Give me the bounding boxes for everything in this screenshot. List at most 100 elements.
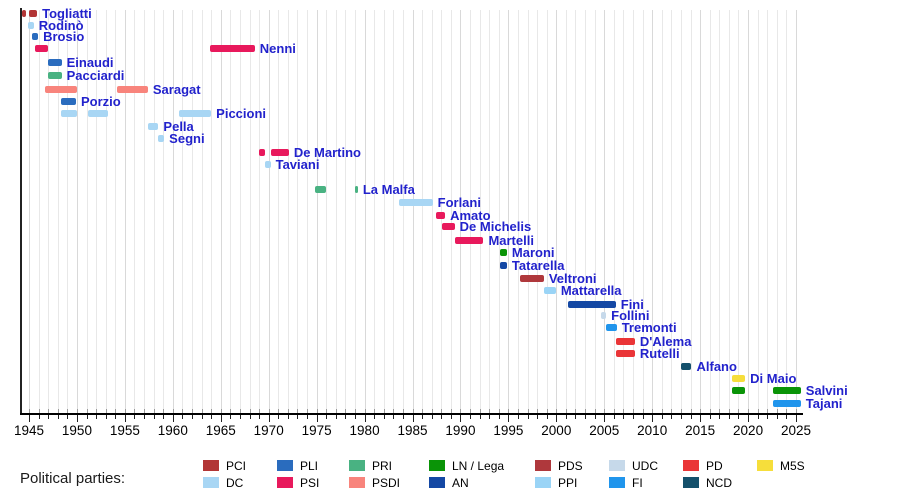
- axis-tick-inner: [527, 409, 529, 413]
- legend-swatch-fi: [609, 477, 625, 488]
- person-label-salvini[interactable]: Salvini: [805, 383, 848, 398]
- gridline: [422, 10, 424, 413]
- term-bar-martelli: [454, 236, 484, 244]
- axis-tick: [96, 415, 98, 419]
- legend-label-fi: FI: [632, 476, 643, 490]
- term-bar-follini: [601, 312, 607, 320]
- axis-tick: [48, 415, 50, 419]
- person-label-tatarella[interactable]: Tatarella: [511, 258, 565, 274]
- axis-tick-inner: [556, 409, 558, 413]
- axis-tick-inner: [498, 409, 500, 413]
- gridline: [287, 10, 289, 413]
- person-label-pacciardi[interactable]: Pacciardi: [66, 67, 125, 83]
- gridline: [623, 10, 625, 413]
- axis-tick-inner: [29, 409, 30, 413]
- term-bar-togliatti: [29, 10, 38, 17]
- person-label-follini[interactable]: Follini: [611, 308, 650, 324]
- gridline: [354, 10, 356, 413]
- person-label-alfano[interactable]: Alfano: [696, 358, 737, 374]
- person-label-de-martino[interactable]: De Martino: [293, 145, 361, 161]
- axis-tick: [163, 415, 165, 419]
- axis-tick: [422, 415, 424, 419]
- person-label-maroni[interactable]: Maroni: [511, 245, 555, 261]
- gridline: [153, 10, 155, 413]
- axis-tick: [767, 415, 769, 419]
- person-label-rodin[interactable]: Rodinò: [38, 17, 84, 33]
- axis-tick: [594, 415, 596, 419]
- axis-tick-inner: [239, 409, 241, 413]
- legend-swatch-dc: [203, 477, 219, 488]
- axis-tick: [105, 415, 107, 419]
- axis-tick: [556, 415, 558, 422]
- axis-tick-inner: [441, 409, 443, 413]
- gridline: [441, 10, 443, 413]
- legend-swatch-pri: [349, 460, 365, 471]
- axis-tick: [383, 415, 385, 419]
- gridline: [182, 10, 184, 413]
- gridline: [76, 10, 78, 413]
- gridline: [517, 10, 519, 413]
- term-bar-de-martino: [270, 149, 289, 157]
- axis-tick-inner: [700, 409, 702, 413]
- axis-tick: [57, 415, 59, 419]
- person-label-rutelli[interactable]: Rutelli: [639, 346, 680, 361]
- year-tick-label: 1990: [445, 423, 476, 438]
- gridline: [374, 10, 376, 413]
- gridline: [124, 10, 126, 413]
- person-label-di-maio[interactable]: Di Maio: [750, 370, 797, 386]
- person-label-d-alema[interactable]: D'Alema: [639, 333, 692, 349]
- person-label-veltroni[interactable]: Veltroni: [548, 271, 597, 286]
- gridline: [431, 10, 433, 413]
- person-label-mattarella[interactable]: Mattarella: [560, 282, 622, 298]
- person-label-fini[interactable]: Fini: [620, 297, 644, 312]
- axis-tick-inner: [422, 409, 424, 413]
- axis-tick-inner: [517, 409, 519, 413]
- person-label-nenni[interactable]: Nenni: [259, 40, 296, 56]
- axis-tick-inner: [201, 409, 203, 413]
- person-label-forlani[interactable]: Forlani: [437, 195, 481, 211]
- term-bar-tatarella: [499, 262, 507, 270]
- person-label-amato[interactable]: Amato: [450, 207, 491, 223]
- person-label-brosio[interactable]: Brosio: [43, 29, 85, 44]
- axis-tick-inner: [182, 409, 184, 413]
- person-label-taviani[interactable]: Taviani: [275, 157, 320, 173]
- gridline: [297, 10, 299, 413]
- axis-tick: [307, 415, 309, 419]
- axis-tick-inner: [115, 409, 117, 413]
- axis-tick: [508, 415, 510, 422]
- legend-swatch-pd: [683, 460, 699, 471]
- axis-tick: [144, 415, 146, 419]
- axis-tick-inner: [537, 409, 539, 413]
- person-label-tremonti[interactable]: Tremonti: [621, 320, 677, 336]
- axis-tick-inner: [719, 409, 721, 413]
- legend-label-m5s: M5S: [780, 459, 805, 473]
- person-label-segni[interactable]: Segni: [169, 131, 205, 147]
- axis-tick-inner: [738, 409, 740, 413]
- person-label-togliatti[interactable]: Togliatti: [42, 6, 92, 21]
- axis-tick: [374, 415, 376, 419]
- term-bar-togliatti: [22, 10, 26, 17]
- gridline: [163, 10, 165, 413]
- axis-tick: [412, 415, 414, 422]
- term-bar-amato: [435, 211, 446, 219]
- x-axis-line: [20, 413, 803, 415]
- person-label-saragat[interactable]: Saragat: [152, 81, 201, 97]
- person-label-porzio[interactable]: Porzio: [80, 94, 121, 109]
- person-label-la-malfa[interactable]: La Malfa: [362, 182, 415, 197]
- gridline: [680, 10, 682, 413]
- person-label-tajani[interactable]: Tajani: [805, 396, 843, 411]
- person-label-martelli[interactable]: Martelli: [488, 232, 534, 248]
- person-label-de-michelis[interactable]: De Michelis: [459, 219, 532, 235]
- person-label-pella[interactable]: Pella: [163, 119, 194, 135]
- gridline: [268, 10, 270, 413]
- axis-tick-inner: [211, 409, 213, 413]
- person-label-einaudi[interactable]: Einaudi: [66, 55, 114, 70]
- gridline: [201, 10, 203, 413]
- gridline: [345, 10, 347, 413]
- gridline: [393, 10, 395, 413]
- term-bar-brosio: [31, 33, 39, 40]
- person-label-piccioni[interactable]: Piccioni: [216, 106, 267, 122]
- legend-title: Political parties:: [20, 470, 126, 487]
- axis-tick: [537, 415, 539, 419]
